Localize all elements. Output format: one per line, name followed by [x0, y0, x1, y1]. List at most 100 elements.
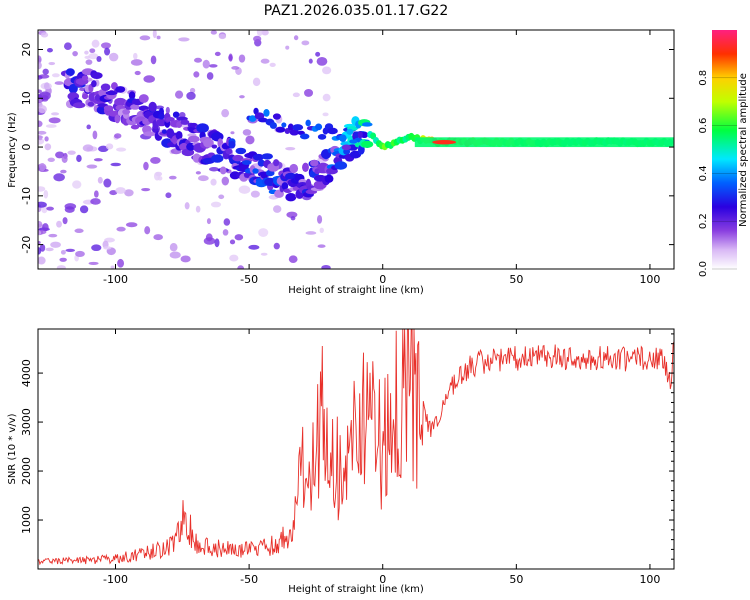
spectral-speckle: [156, 35, 161, 40]
spectral-speckle: [319, 227, 324, 234]
spectral-speckle: [104, 47, 111, 56]
spectral-speckle: [293, 35, 299, 41]
spectral-speckle: [38, 220, 43, 228]
spectral-speckle: [209, 167, 219, 172]
spectral-speckle: [150, 55, 157, 65]
spectral-blob: [269, 122, 277, 129]
spectral-blob: [211, 154, 224, 163]
spectral-speckle: [228, 53, 233, 62]
spectral-blob: [158, 107, 164, 116]
spectral-carrier-line: [414, 137, 674, 148]
spectral-speckle: [239, 95, 245, 99]
spectral-speckle: [38, 230, 42, 236]
figure-title: PAZ1.2026.035.01.17.G22: [264, 3, 449, 19]
spectral-blob: [315, 123, 323, 131]
spectral-speckle: [210, 178, 217, 186]
spectral-speckle: [92, 130, 98, 140]
spectral-speckle: [290, 216, 296, 221]
spectral-blob: [91, 80, 97, 88]
spectral-blob: [257, 117, 269, 123]
spectral-speckle: [44, 136, 49, 142]
spectral-speckle: [143, 161, 149, 171]
spectral-speckle: [46, 206, 54, 211]
snr-series-line: [38, 329, 674, 566]
y-tick-label: 20: [20, 43, 33, 57]
spectral-speckle: [48, 61, 56, 66]
spectral-speckle: [41, 95, 49, 102]
spectral-blob: [346, 128, 354, 135]
spectral-blob: [87, 101, 95, 107]
colorbar: 0.0 0.2 0.4 0.6 0.8 Normalized spectral ampl…: [698, 30, 749, 277]
spectral-speckle: [153, 234, 163, 241]
spectral-speckle: [304, 89, 314, 97]
spectral-blob: [235, 147, 247, 155]
spectral-speckle: [208, 64, 218, 68]
spectral-speckle: [285, 45, 290, 50]
spectral-speckle: [46, 47, 53, 53]
spectral-blob: [287, 123, 294, 131]
spectral-speckle: [250, 190, 260, 198]
spectral-speckle: [256, 30, 263, 37]
spectral-speckle: [230, 131, 235, 135]
spectral-speckle: [197, 175, 209, 182]
colorbar-tick-label: 0.4: [698, 165, 709, 181]
spectral-speckle: [316, 215, 323, 224]
spectral-blob: [114, 114, 121, 124]
spectral-speckle: [103, 178, 112, 188]
y-tick-label: 4000: [20, 359, 33, 387]
spectral-speckle: [96, 56, 102, 62]
spectral-blob: [299, 133, 310, 140]
spectral-speckle: [261, 30, 269, 36]
colorbar-tick-label: 0.0: [698, 261, 709, 277]
spectral-speckle: [44, 143, 52, 151]
spectral-speckle: [100, 42, 111, 49]
spectral-speckle: [218, 194, 225, 200]
spectral-speckle: [86, 164, 98, 169]
spectral-blob: [257, 159, 266, 167]
spectrogram-frame: [37, 29, 675, 270]
spectral-speckle: [178, 37, 190, 42]
spectral-speckle: [234, 234, 244, 241]
spectral-speckle: [168, 175, 177, 180]
spectral-speckle: [53, 173, 65, 182]
spectral-speckle: [110, 162, 122, 167]
y-tick-label: 2000: [20, 457, 33, 485]
spectral-speckle: [82, 144, 94, 152]
spectral-speckle: [98, 145, 109, 153]
spectral-speckle: [260, 58, 270, 64]
spectral-blob: [105, 90, 118, 96]
spectral-speckle: [288, 255, 298, 264]
spectral-speckle: [169, 243, 178, 252]
spectral-speckle: [308, 58, 313, 64]
spectral-blob: [175, 131, 183, 140]
spectral-blob: [252, 153, 265, 161]
spectral-speckle: [94, 190, 99, 198]
spectral-speckle: [110, 265, 115, 269]
spectral-blob: [314, 168, 321, 175]
spectral-speckle: [72, 50, 78, 57]
snr-frame: [37, 328, 675, 570]
spectral-blob: [361, 122, 373, 127]
spectral-speckle: [221, 176, 230, 186]
spectral-speckle: [56, 265, 66, 269]
spectral-blob: [349, 139, 358, 144]
spectrogram-heatmap: [38, 30, 674, 269]
spectral-speckle: [260, 252, 268, 256]
spectral-speckle: [56, 220, 62, 228]
spectral-speckle: [76, 154, 82, 163]
spectral-speckle: [316, 56, 328, 66]
spectral-speckle: [40, 82, 52, 90]
spectral-blob: [219, 166, 227, 175]
spectral-speckle: [214, 238, 220, 248]
x-tick-label: 100: [639, 573, 660, 586]
spectral-speckle: [134, 70, 141, 76]
spectral-speckle: [61, 155, 68, 163]
spectrogram-y-ticks: -20 -10 0 10 20: [20, 43, 674, 254]
y-tick-label: -20: [20, 236, 33, 254]
spectral-speckle: [286, 211, 298, 218]
spectral-speckle: [195, 205, 201, 213]
spectral-speckle: [273, 242, 280, 250]
spectral-blob: [90, 72, 103, 79]
x-tick-label: 0: [379, 273, 386, 286]
spectral-speckle: [245, 135, 255, 145]
